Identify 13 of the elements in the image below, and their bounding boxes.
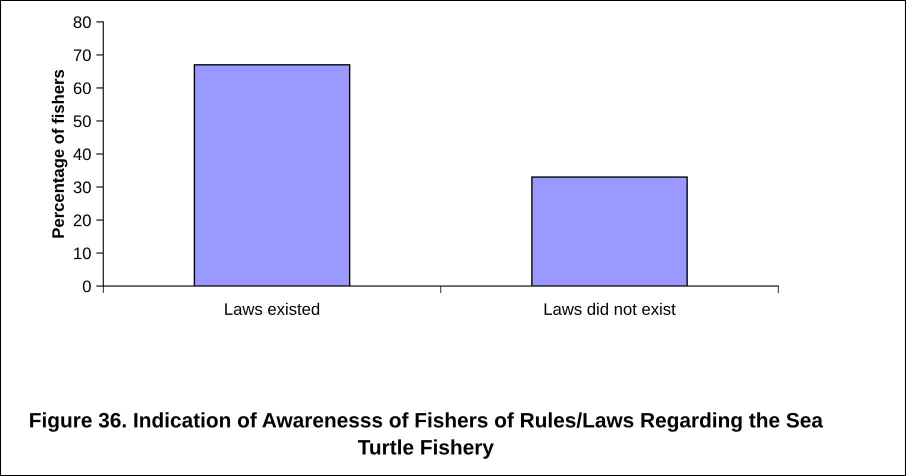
y-tick-label: 0: [82, 280, 91, 292]
y-tick-label: 30: [74, 181, 91, 194]
x-tick-label: Laws existed: [225, 302, 320, 315]
text: Figure 36. Indication of Awarenesss of Fishers of Rules/Laws Regarding the Sea Turtle Fishery: [30, 412, 824, 459]
y-tick-label: 10: [74, 247, 91, 260]
y-tick-label: 60: [74, 82, 91, 94]
y-axis-title: Percentage of fishers: [52, 70, 68, 238]
y-tick-label: 20: [74, 214, 91, 226]
y-tick-label: 50: [74, 115, 91, 128]
x-tick-label: Laws did not exist: [544, 302, 676, 315]
y-tick-label: 80: [74, 16, 91, 28]
y-tick-label: 40: [73, 148, 91, 160]
y-tick-label: 70: [74, 49, 91, 62]
